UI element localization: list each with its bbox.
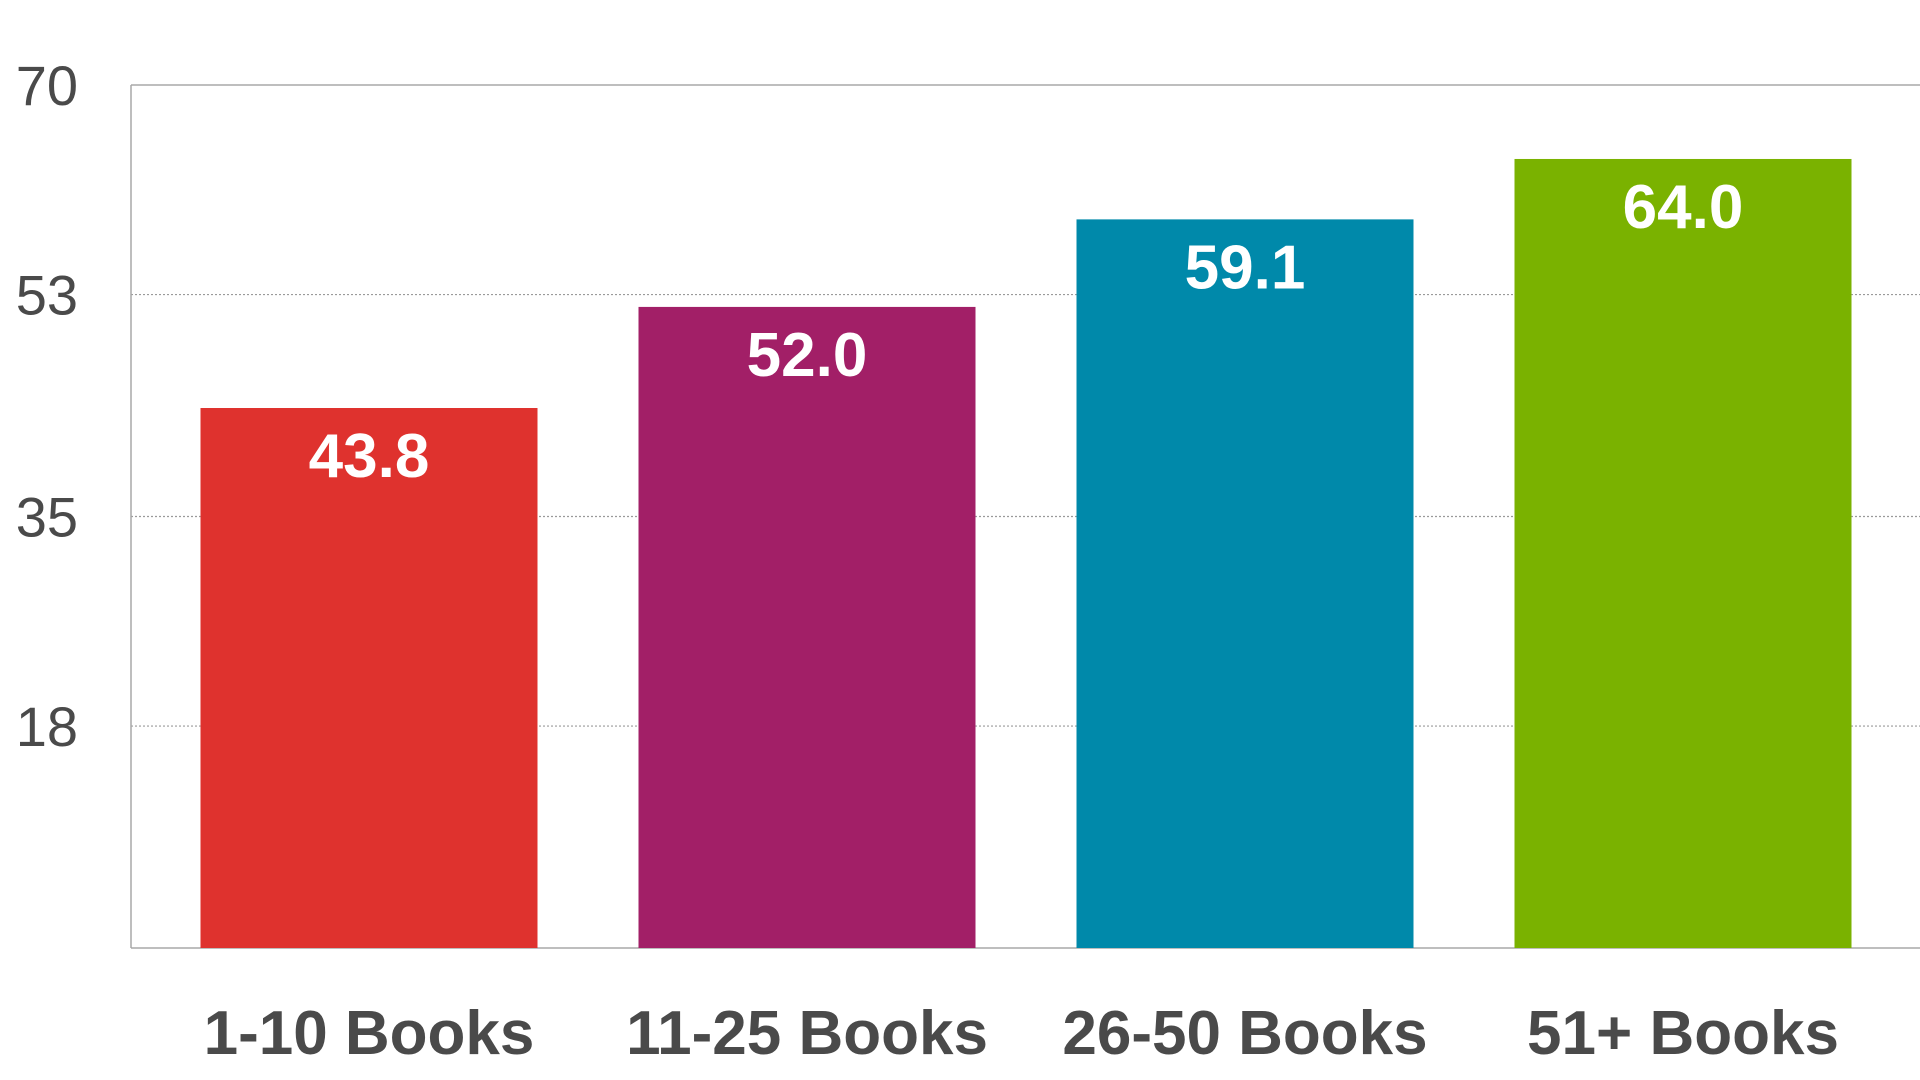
value-label: 43.8: [309, 422, 430, 491]
value-label: 52.0: [747, 321, 868, 390]
y-tick-label: 53: [16, 264, 78, 327]
value-label: 59.1: [1185, 233, 1306, 302]
y-tick-label: 18: [16, 695, 78, 758]
bar-2: [638, 306, 976, 948]
bar-3: [1076, 219, 1414, 949]
y-axis-tick-labels: 18 35 53 70: [16, 54, 78, 758]
y-tick-label: 70: [16, 54, 78, 117]
category-labels: 1-10 Books 11-25 Books 26-50 Books 51+ Book…: [204, 999, 1839, 1068]
bar-4: [1514, 158, 1852, 948]
category-label: 11-25 Books: [626, 999, 988, 1068]
value-label: 64.0: [1623, 173, 1744, 242]
category-label: 1-10 Books: [204, 999, 535, 1068]
grid-lines: [131, 84, 1920, 727]
value-labels: 43.8 52.0 59.1 64.0: [309, 173, 1744, 491]
bar-1: [200, 408, 538, 949]
y-tick-label: 35: [16, 486, 78, 549]
bars: [200, 158, 1852, 949]
category-label: 26-50 Books: [1062, 999, 1427, 1068]
category-label: 51+ Books: [1527, 999, 1839, 1068]
